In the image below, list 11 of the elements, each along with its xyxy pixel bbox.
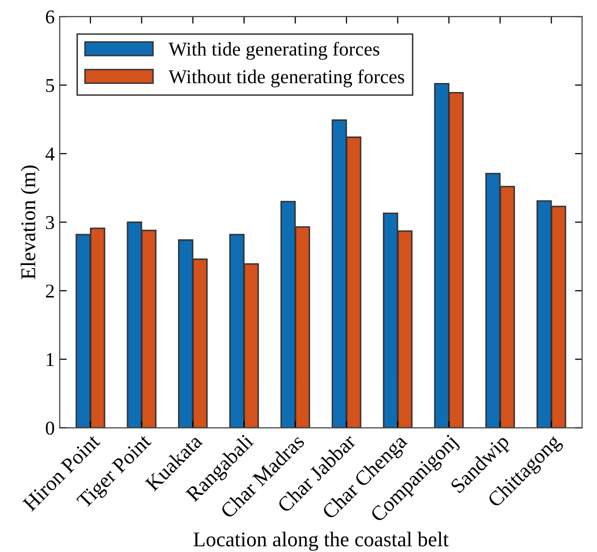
legend-label: Without tide generating forces [168, 69, 404, 88]
y-tick-label: 6 [46, 10, 54, 24]
y-tick-label: 1 [46, 353, 54, 366]
y-tick-label: 0 [46, 422, 54, 435]
y-axis-title: Elevation (m) [20, 166, 40, 280]
legend-label: With tide generating forces [168, 42, 380, 60]
y-tick-label: 5 [46, 79, 54, 92]
y-tick-label: 3 [46, 216, 54, 230]
x-axis-title: Location along the coastal belt [194, 532, 449, 551]
y-tick-label: 4 [45, 148, 55, 160]
y-tick-label: 2 [46, 284, 54, 298]
